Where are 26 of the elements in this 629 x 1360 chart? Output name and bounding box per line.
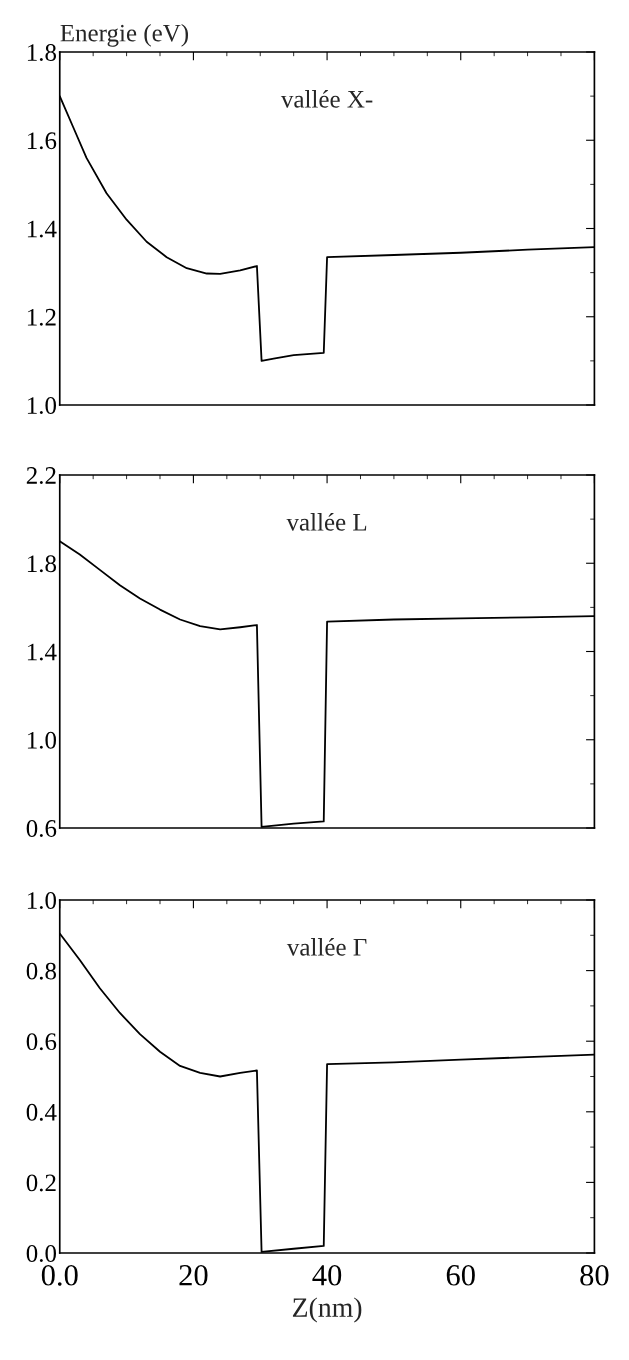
y-tick-label: 0.6 xyxy=(26,820,57,838)
y-tick-label: 0.6 xyxy=(26,1033,57,1051)
x-tick-label: 80 xyxy=(580,1264,609,1286)
x-tick-label: 0.0 xyxy=(41,1264,78,1286)
annotation: vallée L xyxy=(286,513,367,531)
y-tick-label: 1.4 xyxy=(27,220,57,238)
y-tick-label: 0.0 xyxy=(26,1245,57,1263)
y-tick-label: 1.0 xyxy=(27,731,57,749)
y-axis-title: Energie (eV) xyxy=(60,23,188,47)
y-tick-label: 1.0 xyxy=(27,397,57,415)
y-tick-label: 1.8 xyxy=(27,44,57,62)
y-tick-label: 0.2 xyxy=(26,1174,56,1192)
x-axis-title: Z(nm) xyxy=(292,1297,362,1323)
annotation: vallée Γ xyxy=(286,938,367,956)
x-tick-label: 60 xyxy=(446,1264,475,1286)
y-tick-label: 1.4 xyxy=(27,643,57,661)
y-tick-label: 0.8 xyxy=(26,962,57,980)
x-tick-label: 40 xyxy=(312,1264,342,1286)
y-tick-label: 1.8 xyxy=(27,555,57,573)
y-tick-label: 0.4 xyxy=(26,1103,57,1121)
x-tick-label: 20 xyxy=(179,1264,208,1286)
y-tick-label: 1.6 xyxy=(27,132,57,150)
y-tick-label: 1.0 xyxy=(27,892,57,910)
y-tick-label: 1.2 xyxy=(27,308,56,326)
annotation: vallée X- xyxy=(280,90,373,108)
y-tick-label: 2.2 xyxy=(26,467,56,485)
